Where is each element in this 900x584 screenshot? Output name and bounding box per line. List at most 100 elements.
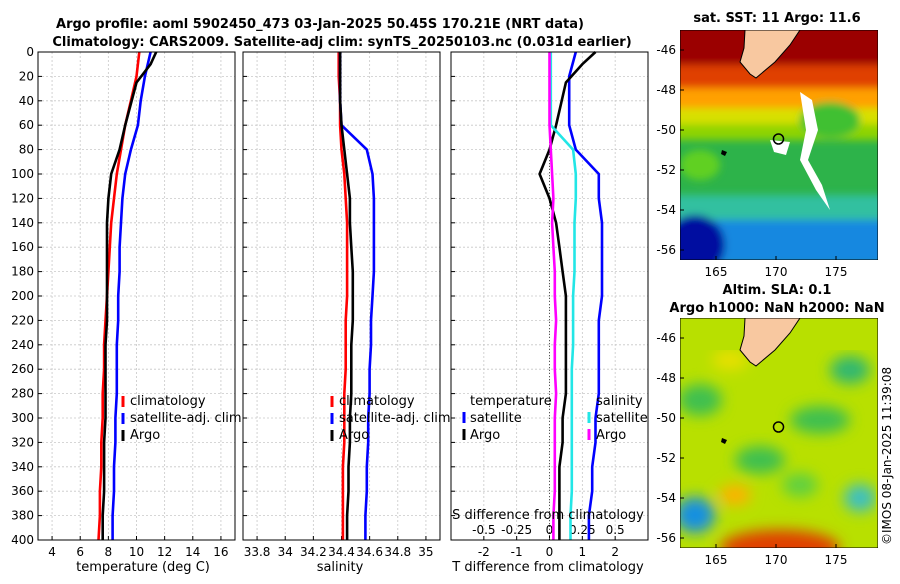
- salinity-panel: 33.8 34 34.2 34.4 34.6 34.8 35: [242, 51, 441, 559]
- map-x-tick-label: 170: [765, 265, 788, 279]
- y-tick-label: 180: [11, 265, 34, 279]
- sla-coastline: [739, 318, 801, 367]
- x-tick-label: 34.4: [328, 545, 355, 559]
- series-line-t-satellite: [567, 51, 604, 540]
- sla-map-title-1: Altim. SLA: 0.1: [723, 283, 832, 298]
- y-tick-label: 320: [11, 435, 34, 449]
- x-tick-label: 34: [278, 545, 293, 559]
- map-x-tick-label: 175: [825, 553, 848, 567]
- top-x-tick-label: 0.25: [569, 523, 596, 537]
- series-line-argo: [338, 52, 355, 540]
- legend-label-t-argo: Argo: [470, 428, 500, 443]
- difference-legend: temperature salinity satellite Argo sate…: [462, 394, 648, 443]
- map-y-tick-label: -46: [656, 331, 676, 345]
- x-tick-label: 16: [213, 545, 228, 559]
- x-tick-label: 35: [418, 545, 433, 559]
- y-tick-label: 100: [11, 167, 34, 181]
- temperature-panel: 0 20 40 60 80 100 120 140 160 180 200 220 240 260 280 3…: [11, 45, 236, 559]
- series-line-satellite-adj-clim: [338, 52, 376, 540]
- map-y-tick-label: -50: [656, 411, 676, 425]
- legend-label-climatology: climatology: [130, 394, 206, 409]
- difference-panel: -2 -1 0 1 2 -0.5 -0.25 0 0.25 0.5: [450, 51, 649, 559]
- y-tick-label: 20: [19, 69, 34, 83]
- x-tick-label: 0: [546, 545, 554, 559]
- map-x-tick-label: 165: [705, 265, 728, 279]
- sla-argo-position-marker: [772, 421, 785, 433]
- legend-label-t-satellite: satellite: [470, 411, 522, 426]
- x-tick-label: 34.6: [356, 545, 383, 559]
- plot-frame: [450, 51, 649, 541]
- x-tick-label: 34.8: [384, 545, 411, 559]
- figure-title-line1: Argo profile: aoml 5902450_473 03-Jan-20…: [56, 17, 584, 32]
- series-line-s-satellite: [549, 52, 578, 540]
- x-tick-label: -1: [511, 545, 523, 559]
- top-x-tick-label: -0.5: [472, 523, 495, 537]
- y-tick-label: 360: [11, 484, 34, 498]
- x-tick-label: 12: [157, 545, 172, 559]
- sla-island: [721, 438, 727, 444]
- map-y-tick-label: -46: [656, 43, 676, 57]
- x-tick-label: 33.8: [244, 545, 271, 559]
- series-line-satellite-adj-clim: [111, 51, 152, 540]
- x-tick-label: -2: [478, 545, 490, 559]
- x-tick-label: 34.2: [300, 545, 327, 559]
- legend-label-satellite: satellite-adj. clim: [339, 411, 451, 426]
- x-tick-label: 2: [611, 545, 619, 559]
- y-tick-label: 40: [19, 94, 34, 108]
- map-x-tick-label: 175: [825, 265, 848, 279]
- series-line-climatology: [337, 52, 349, 540]
- sla-map-title-2: Argo h1000: NaN h2000: NaN: [669, 301, 884, 316]
- x-tick-label: 10: [129, 545, 144, 559]
- map-y-tick-label: -52: [656, 451, 676, 465]
- temperature-legend: climatology satellite-adj. clim Argo: [121, 394, 242, 443]
- sla-map: [680, 318, 878, 548]
- map-x-tick-label: 165: [705, 553, 728, 567]
- sst-map-title: sat. SST: 11 Argo: 11.6: [693, 11, 860, 26]
- x-tick-label: 1: [579, 545, 587, 559]
- y-tick-label: 400: [11, 533, 34, 547]
- y-tick-label: 240: [11, 338, 34, 352]
- x-tick-label: 6: [76, 545, 84, 559]
- sla-map-axes: 165 170 175 -46 -48 -50 -52 -54 -56: [656, 331, 847, 567]
- map-x-tick-label: 170: [765, 553, 788, 567]
- y-tick-label: 280: [11, 387, 34, 401]
- legend-label-climatology: climatology: [339, 394, 415, 409]
- series-line-t-argo: [538, 51, 597, 540]
- y-tick-label: 120: [11, 191, 34, 205]
- y-tick-label: 60: [19, 118, 34, 132]
- sst-coastline: [739, 30, 801, 79]
- y-tick-label: 380: [11, 509, 34, 523]
- y-tick-label: 300: [11, 411, 34, 425]
- sst-argo-position-marker: [772, 133, 785, 145]
- imos-timestamp-watermark: ©IMOS 08-Jan-2025 11:39:08: [880, 367, 894, 545]
- legend-label-satellite: satellite-adj. clim: [130, 411, 242, 426]
- legend-label-argo: Argo: [130, 428, 160, 443]
- map-y-tick-label: -56: [656, 243, 676, 257]
- series-line-argo: [101, 51, 158, 540]
- plot-frame: [37, 51, 236, 541]
- map-y-tick-label: -56: [656, 531, 676, 545]
- map-y-tick-label: -54: [656, 491, 676, 505]
- y-tick-label: 140: [11, 216, 34, 230]
- top-x-tick-label: 0: [546, 523, 554, 537]
- difference-xlabel: T difference from climatology: [451, 560, 644, 575]
- top-x-tick-label: 0.5: [606, 523, 625, 537]
- map-y-tick-label: -48: [656, 371, 676, 385]
- series-line-s-argo: [548, 52, 558, 540]
- y-tick-label: 160: [11, 240, 34, 254]
- difference-top-xlabel: S difference from climatology: [452, 508, 644, 523]
- temperature-xlabel: temperature (deg C): [76, 560, 210, 575]
- sst-map: [680, 30, 878, 260]
- x-tick-label: 4: [48, 545, 56, 559]
- y-tick-label: 220: [11, 313, 34, 327]
- map-y-tick-label: -52: [656, 163, 676, 177]
- map-y-tick-label: -50: [656, 123, 676, 137]
- legend-label-s-satellite: satellite: [596, 411, 648, 426]
- top-x-tick-label: -0.25: [501, 523, 532, 537]
- y-tick-label: 260: [11, 362, 34, 376]
- sst-cloud-gap: [770, 140, 790, 155]
- y-tick-label: 340: [11, 460, 34, 474]
- sst-island: [721, 150, 727, 156]
